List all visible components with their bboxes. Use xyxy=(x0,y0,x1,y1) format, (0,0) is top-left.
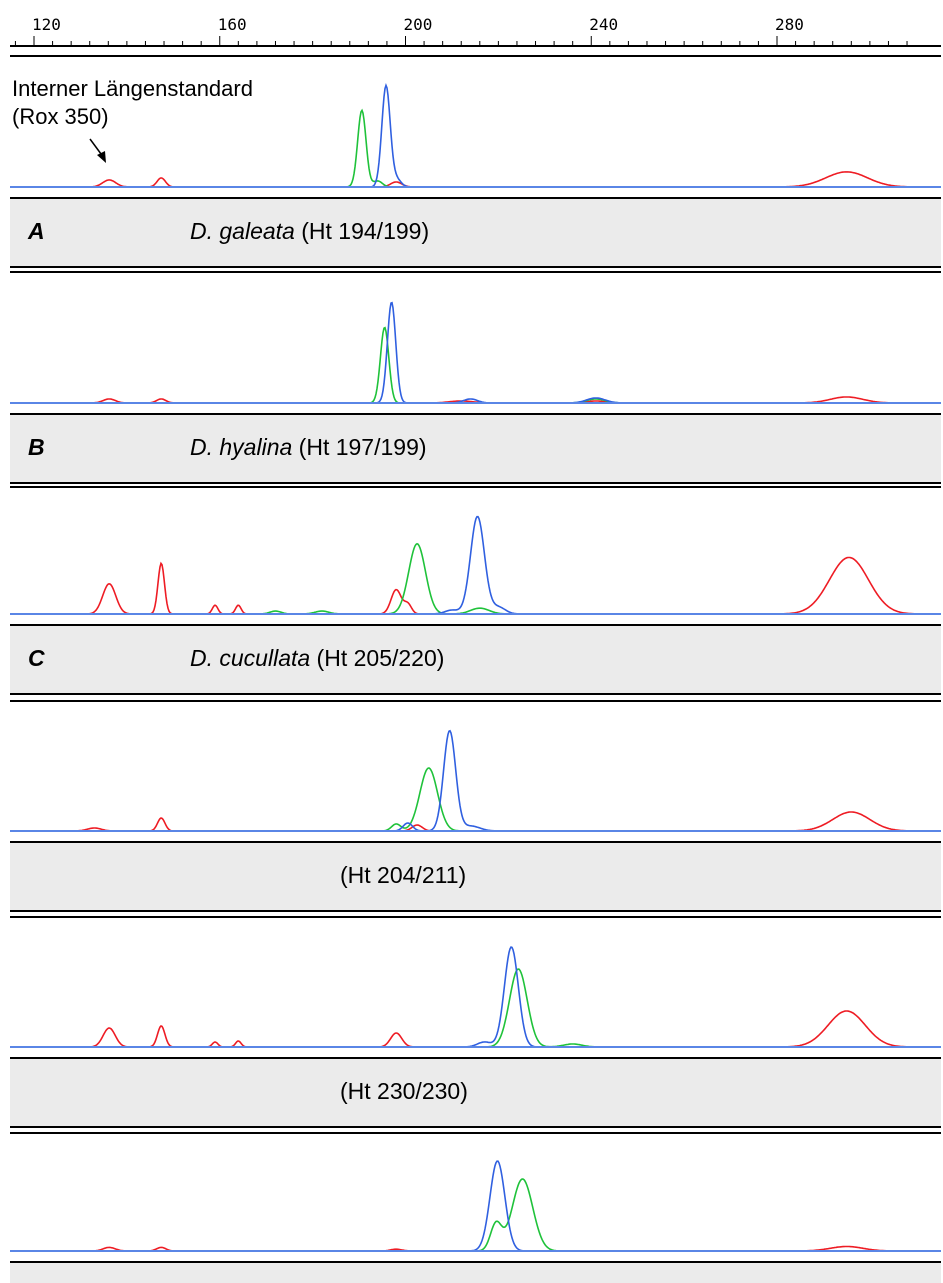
caption-strip xyxy=(10,843,941,911)
x-tick-label-160: 160 xyxy=(218,15,247,34)
trace-green xyxy=(10,968,941,1048)
trace-blue xyxy=(10,301,941,404)
species-name: D. cucullata xyxy=(190,645,310,671)
panel-letter: A xyxy=(27,218,45,244)
panel-3: C D. cucullata (Ht 205/220) xyxy=(10,486,941,695)
panel-caption: (Ht 204/211) xyxy=(340,862,466,888)
trace-green xyxy=(10,1178,941,1252)
panel-2: B D. hyalina (Ht 197/199) xyxy=(10,271,941,484)
caption-strip xyxy=(10,626,941,694)
caption-strip xyxy=(10,415,941,483)
panel-letter: B xyxy=(28,434,45,460)
trace-red xyxy=(10,171,941,188)
genotype-label: (Ht 194/199) xyxy=(295,218,429,244)
x-tick-label-200: 200 xyxy=(404,15,433,34)
trace-blue xyxy=(10,515,941,615)
panel-1: A D. galeata (Ht 194/199) xyxy=(10,55,941,268)
genotype-label: (Ht 205/220) xyxy=(310,645,444,671)
trace-green xyxy=(10,542,941,615)
x-axis: 120 160 200 240 280 xyxy=(10,15,941,47)
panel-5: (Ht 230/230) xyxy=(10,916,941,1128)
trace-green xyxy=(10,108,941,188)
size-standard-label-line1: Interner Längenstandard xyxy=(12,76,253,101)
annotation-arrow-head xyxy=(97,151,106,163)
trace-red xyxy=(10,556,941,615)
species-name: D. hyalina xyxy=(190,434,292,460)
panel-caption: D. cucullata (Ht 205/220) xyxy=(190,645,444,671)
trace-panels: A D. galeata (Ht 194/199) B D. hyalina (Ht … xyxy=(10,55,941,1283)
trace-green xyxy=(10,326,941,404)
genotype-label: (Ht 204/211) xyxy=(340,862,466,888)
x-tick-label-240: 240 xyxy=(589,15,618,34)
trace-red xyxy=(10,811,941,832)
size-standard-label-line2: (Rox 350) xyxy=(12,104,109,129)
trace-blue xyxy=(10,729,941,832)
caption-strip xyxy=(10,1059,941,1127)
trace-red xyxy=(10,1010,941,1048)
genotype-label: (Ht 197/199) xyxy=(292,434,426,460)
trace-green xyxy=(10,767,941,832)
panel-caption: D. galeata (Ht 194/199) xyxy=(190,218,429,244)
panel-letter: C xyxy=(28,645,45,671)
caption-strip xyxy=(10,199,941,267)
caption-strip xyxy=(10,1263,941,1283)
panel-caption: (Ht 230/230) xyxy=(340,1078,468,1104)
x-tick-label-120: 120 xyxy=(32,15,61,34)
trace-blue xyxy=(10,1160,941,1252)
panel-caption: D. hyalina (Ht 197/199) xyxy=(190,434,427,460)
species-name: D. galeata xyxy=(190,218,295,244)
panel-4: (Ht 204/211) xyxy=(10,700,941,912)
size-standard-annotation: Interner Längenstandard (Rox 350) xyxy=(12,76,253,163)
x-tick-label-280: 280 xyxy=(775,15,804,34)
panel-6: (Ht 227/224) xyxy=(10,1132,941,1283)
trace-blue xyxy=(10,946,941,1048)
genotype-label: (Ht 230/230) xyxy=(340,1078,468,1104)
